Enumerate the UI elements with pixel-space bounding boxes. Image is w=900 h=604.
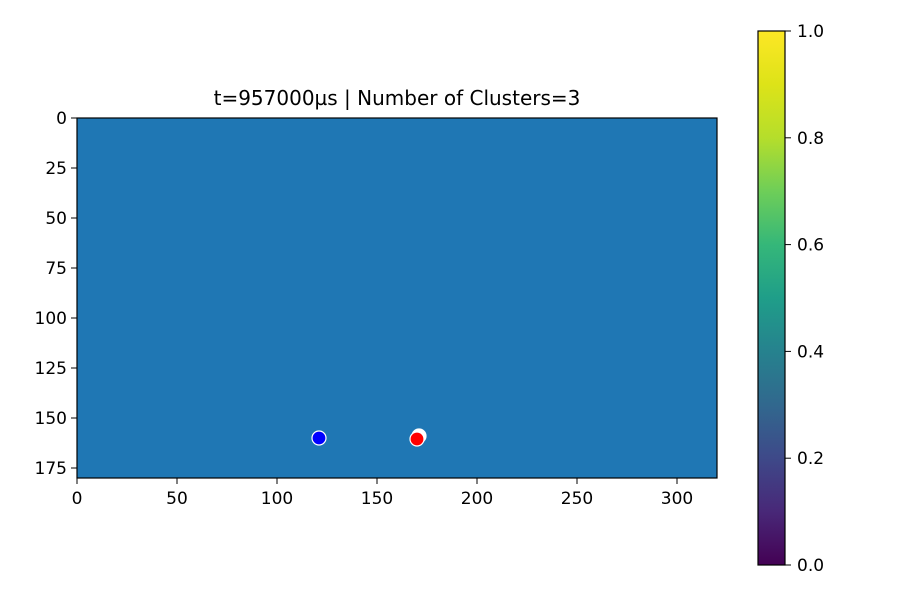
plot-frame (76, 117, 718, 479)
x-tick-label-5: 250 (561, 489, 593, 509)
colorbar-ticks: 0.0 0.2 0.4 0.6 0.8 1.0 (785, 22, 824, 576)
colorbar-tick-label-1: 0.2 (797, 449, 824, 469)
colorbar-gradient (757, 30, 786, 566)
x-tick-label-3: 150 (361, 489, 393, 509)
data-point-2 (409, 431, 425, 447)
x-tick-label-0: 0 (72, 489, 83, 509)
colorbar-tick-label-4: 0.8 (797, 129, 824, 149)
plot-area (77, 118, 717, 478)
colorbar-tick-label-2: 0.4 (797, 342, 824, 362)
x-tick-label-2: 100 (261, 489, 293, 509)
y-tick-label-6: 150 (35, 409, 67, 429)
y-tick-label-1: 25 (45, 159, 67, 179)
y-tick-label-4: 100 (35, 309, 67, 329)
y-tick-label-5: 125 (35, 359, 67, 379)
points-layer (311, 428, 427, 447)
x-axis: 0 50 100 150 200 250 300 (72, 478, 693, 509)
colorbar-tick-label-5: 1.0 (797, 22, 824, 42)
y-tick-label-3: 75 (45, 259, 67, 279)
y-tick-label-2: 50 (45, 209, 67, 229)
colorbar-tick-label-0: 0.0 (797, 556, 824, 576)
y-tick-label-0: 0 (56, 109, 67, 129)
chart-title: t=957000µs | Number of Clusters=3 (214, 86, 581, 110)
y-axis: 0 25 50 75 100 125 150 175 (35, 109, 77, 479)
data-point-1 (311, 430, 327, 446)
colorbar: 0.0 0.2 0.4 0.6 0.8 1.0 (757, 22, 824, 576)
y-tick-label-7: 175 (35, 459, 67, 479)
x-tick-label-4: 200 (461, 489, 493, 509)
x-tick-label-6: 300 (661, 489, 693, 509)
x-tick-label-1: 50 (166, 489, 188, 509)
colorbar-tick-label-3: 0.6 (797, 236, 824, 256)
